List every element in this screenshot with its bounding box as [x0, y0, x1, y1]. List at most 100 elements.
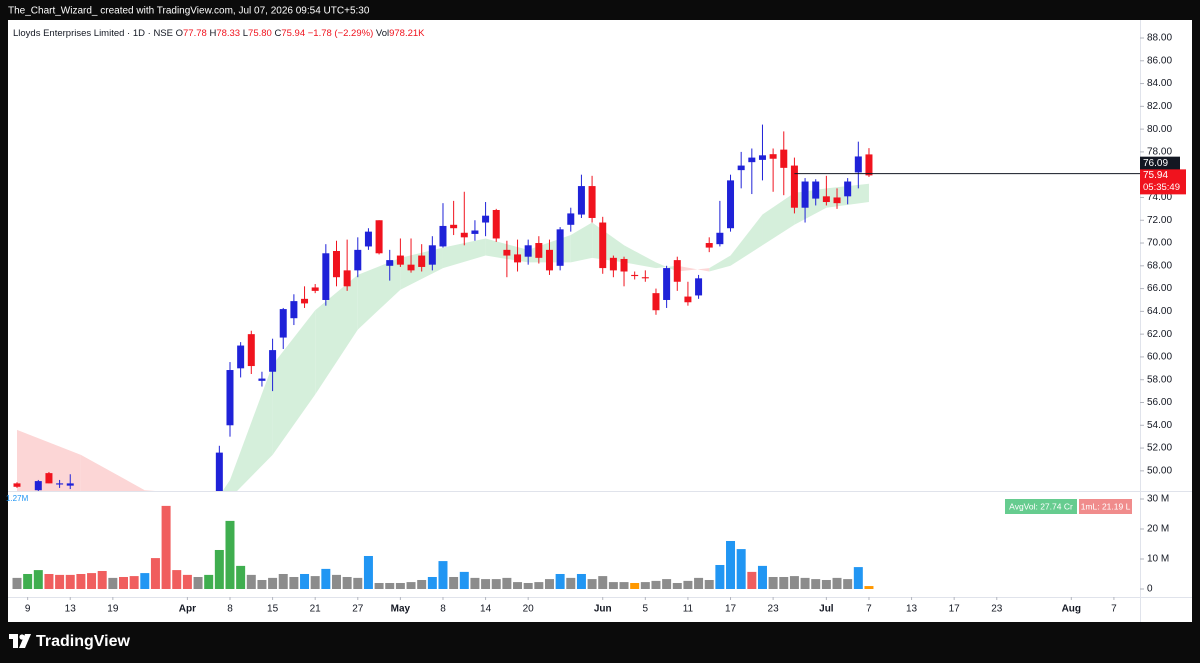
candle-body [13, 483, 21, 487]
legend-item: H [209, 28, 216, 39]
volume-bar [459, 571, 469, 589]
candle-body [258, 378, 266, 381]
candle-body [439, 225, 447, 247]
candle-body [311, 287, 319, 291]
volume-bar [683, 580, 693, 589]
volume-bar [278, 573, 288, 589]
countdown: 05:35:49 [1143, 182, 1180, 193]
volume-ma-label: 1.27M [6, 494, 29, 503]
cloud [16, 183, 869, 491]
volume-bar [630, 582, 640, 589]
candle-body [684, 296, 692, 303]
volume-bar [672, 582, 682, 589]
cloud-segment [762, 192, 795, 246]
volume-bar [97, 570, 107, 589]
axes: 88.0086.0084.0082.0080.0078.0076.0074.00… [25, 33, 1173, 615]
candle-body [769, 154, 777, 159]
x-tick-label: 8 [227, 604, 233, 615]
y-tick-label: 80.00 [1147, 124, 1172, 135]
x-tick-label: 8 [440, 604, 446, 615]
candle-body [460, 232, 468, 238]
candle-body [812, 181, 820, 199]
y-tick-label: 72.00 [1147, 215, 1172, 226]
volume-bar [715, 564, 725, 589]
cloud-segment [709, 255, 731, 272]
volume-bar [470, 577, 480, 589]
volume-bar [704, 579, 714, 589]
volume-bar [789, 576, 799, 589]
x-tick-label: 13 [65, 604, 77, 615]
candle-body [226, 370, 234, 426]
volume-bar [268, 577, 278, 589]
candles [13, 124, 873, 491]
x-tick-label: 20 [523, 604, 535, 615]
volume-bar [342, 576, 352, 589]
volume-bar [406, 582, 416, 589]
volume-bar [726, 540, 736, 589]
brand: TradingView [9, 633, 131, 650]
volume-bar [523, 582, 533, 589]
cloud-segment [624, 245, 656, 269]
x-tick-label: 5 [643, 604, 649, 615]
legend-item: 77.78 [183, 28, 207, 39]
volume-bar [289, 576, 299, 589]
cloud-segment [655, 262, 678, 272]
candle-body [66, 483, 74, 486]
candle-body [695, 278, 703, 296]
candle-body [556, 229, 564, 266]
volume-bar [108, 577, 118, 589]
volume-bar [331, 574, 341, 589]
legend-item: Lloyds Enterprises Limited · 1D · NSE [13, 28, 173, 39]
x-tick-label: 11 [683, 604, 694, 615]
candle-body [322, 253, 330, 300]
x-tick-label: 17 [949, 604, 961, 615]
cloud-segment [272, 310, 316, 455]
y-tick-label: 70.00 [1147, 238, 1172, 249]
x-tick-label: 13 [906, 604, 918, 615]
candle-body [407, 264, 415, 271]
cloud-segment [442, 238, 486, 269]
candle-body [428, 245, 436, 265]
legend-line: Lloyds Enterprises Limited · 1D · NSE O7… [13, 28, 425, 39]
y-tick-label: 52.00 [1147, 443, 1172, 454]
legend-item: 978.21K [389, 28, 425, 39]
volume-tick-label: 20 M [1147, 524, 1169, 535]
x-tick-label: 21 [310, 604, 322, 615]
candle-body [482, 215, 490, 223]
volume-bar [65, 574, 75, 589]
y-tick-label: 56.00 [1147, 397, 1172, 408]
y-tick-label: 84.00 [1147, 78, 1172, 89]
volume-bar [481, 579, 491, 589]
volume-bar [576, 573, 586, 589]
candle-body [418, 255, 426, 267]
cloud-segment [570, 222, 593, 263]
y-tick-label: 66.00 [1147, 283, 1172, 294]
y-tick-label: 82.00 [1147, 101, 1172, 112]
candle-body [343, 270, 351, 287]
volume-bar [811, 579, 821, 589]
cloud-segment [80, 454, 145, 491]
volume-bar [651, 580, 661, 589]
candle-body [758, 155, 766, 160]
avg-badge-bg [1005, 499, 1077, 514]
candle-body [492, 209, 500, 239]
volume-bar [534, 582, 544, 589]
candle-body [279, 309, 287, 338]
volume-tick-label: 0 [1147, 584, 1153, 595]
volume-bar [555, 573, 565, 589]
volume-bar [587, 579, 597, 589]
candle-body [844, 181, 852, 197]
y-tick-label: 86.00 [1147, 55, 1172, 66]
volume-bar [310, 576, 320, 589]
candle-body [247, 334, 255, 367]
volume-bar [321, 568, 331, 589]
volume-bar [257, 579, 267, 589]
avg-badge: AvgVol: 27.74 Cr [1009, 501, 1073, 511]
volume-tick-label: 10 M [1147, 554, 1169, 565]
candle-body [567, 213, 575, 225]
volume-bar [55, 574, 65, 589]
volume-bar [608, 582, 618, 589]
candle-body [833, 197, 841, 204]
volume-bar [747, 571, 757, 589]
